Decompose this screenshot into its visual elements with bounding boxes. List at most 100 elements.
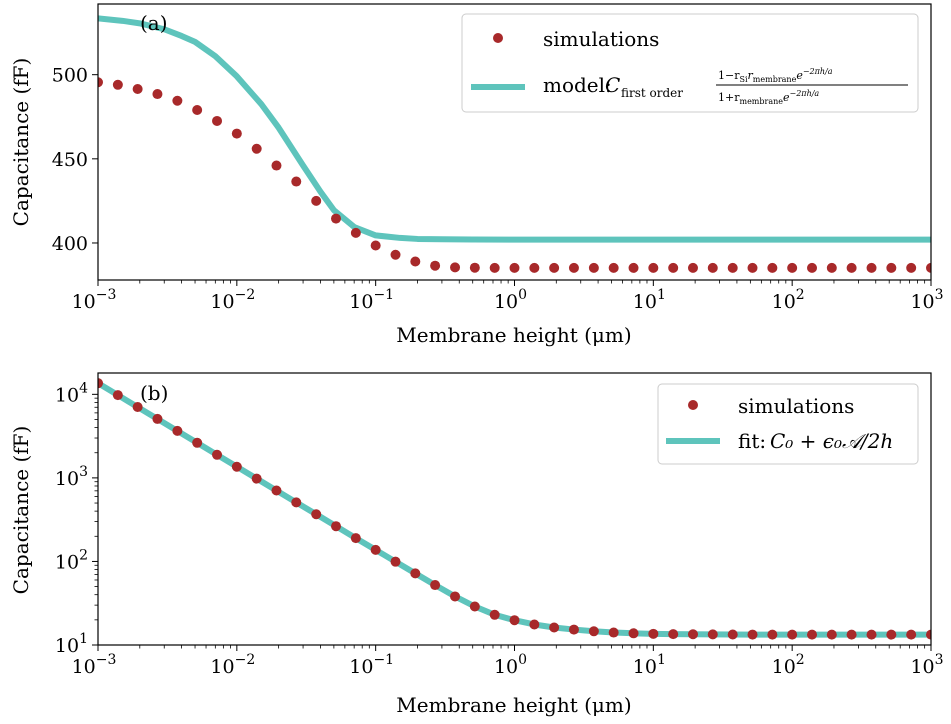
- panel-b-point-34: [767, 629, 778, 640]
- panel-b-point-31: [707, 629, 718, 640]
- panel-b-point-36: [807, 629, 818, 640]
- panel-b-point-17: [430, 580, 441, 591]
- tick-exponent: −1: [373, 287, 394, 303]
- panel-a-point-34: [767, 262, 778, 273]
- panel-a-legend-label-0: simulations: [543, 27, 659, 51]
- panel-b-point-37: [826, 629, 837, 640]
- formula-num-e: e: [796, 69, 803, 82]
- panel-a-legend-frame: [461, 13, 919, 113]
- panel-b-point-6: [212, 449, 223, 460]
- panel-a-point-38: [846, 262, 857, 273]
- panel-a-point-0: [98, 77, 103, 88]
- panel-b-point-33: [747, 629, 758, 640]
- panel-a-point-9: [271, 160, 282, 171]
- panel-a-point-16: [410, 256, 421, 267]
- panel-b-point-15: [390, 556, 401, 567]
- tick-exponent: 1: [657, 652, 666, 668]
- panel-b-legend-label-0: simulations: [738, 394, 854, 418]
- panel-b-point-29: [668, 629, 679, 640]
- panel-b-point-26: [608, 627, 619, 638]
- panel-a-point-36: [807, 262, 818, 273]
- tick-exponent: −2: [235, 287, 256, 303]
- tick-base: 10: [349, 656, 373, 678]
- panel-b-frame: [97, 372, 932, 646]
- panel-b-legend-marker: [688, 400, 698, 410]
- tick-exponent: −3: [96, 287, 117, 303]
- formula-den-sup: −2πh/a: [790, 89, 820, 98]
- panel-a-point-10: [291, 176, 302, 187]
- panel-a-point-25: [588, 262, 599, 273]
- panel-a-legend-label-1: model:: [543, 73, 612, 97]
- formula-num-sub-1: Si: [739, 75, 747, 84]
- panel-b-point-2: [132, 402, 143, 413]
- panel-a-point-22: [529, 262, 540, 273]
- panel-a-point-12: [331, 213, 342, 224]
- panel-b-point-19: [469, 601, 480, 612]
- panel-a-xtick-label-4: 101: [633, 287, 666, 313]
- tick-base: 10: [772, 291, 796, 313]
- formula-den-sub: membrane: [739, 97, 783, 106]
- tick-exponent: −2: [235, 652, 256, 668]
- panel-b-point-16: [410, 568, 421, 579]
- panel-b-point-10: [291, 497, 302, 508]
- formula-num-a: 1−r: [718, 69, 740, 82]
- panel-b-point-8: [251, 473, 262, 484]
- panel-b-point-9: [271, 485, 282, 496]
- panel-a-point-7: [231, 128, 242, 139]
- panel-b-point-22: [529, 619, 540, 630]
- panel-a-frame: [97, 3, 932, 281]
- tick-base: 10: [210, 656, 234, 678]
- panel-a-point-39: [866, 262, 877, 273]
- panel-b-point-30: [687, 629, 698, 640]
- tick-exponent: 1: [657, 287, 666, 303]
- panel-b-point-0: [98, 378, 103, 389]
- tick-base: 10: [72, 656, 96, 678]
- panel-a-point-17: [430, 260, 441, 271]
- panel-b-label: (b): [140, 381, 168, 405]
- panel-a-point-3: [152, 89, 163, 100]
- panel-b-legend-frame: [657, 383, 919, 465]
- panel-a-point-11: [311, 195, 322, 206]
- panel-a-point-30: [687, 262, 698, 273]
- panel-b-point-5: [192, 437, 203, 448]
- panel-b-xtick-label-4: 101: [633, 652, 666, 678]
- panel-a-xtick-label-0: 10−3: [72, 287, 117, 313]
- tick-exponent: 2: [796, 287, 805, 303]
- panel-b-point-32: [727, 629, 738, 640]
- panel-b-point-24: [568, 624, 579, 635]
- tick-base: 10: [55, 551, 79, 573]
- panel-a-point-8: [251, 143, 262, 154]
- panel-b-point-1: [112, 390, 123, 401]
- panel-a-ylabel: Capacitance (fF): [9, 58, 33, 227]
- panel-a-point-4: [172, 95, 183, 106]
- panel-b-point-35: [787, 629, 798, 640]
- panel-b-point-7: [231, 461, 242, 472]
- tick-base: 10: [349, 291, 373, 313]
- panel-a-point-5: [192, 105, 203, 116]
- panel-b-point-27: [628, 628, 639, 639]
- panel-a-point-32: [727, 262, 738, 273]
- panel-b-point-11: [311, 509, 322, 520]
- panel-b-ytick-label-0: 101: [55, 631, 88, 657]
- panel-b-legend-formula: C₀ + ϵ₀𝒜/2h: [770, 429, 893, 453]
- formula-den-a: 1+r: [718, 91, 740, 104]
- panel-b-point-20: [489, 609, 500, 620]
- tick-exponent: 2: [79, 547, 88, 563]
- panel-a-point-2: [132, 83, 143, 94]
- panel-a-xtick-label-1: 10−2: [210, 287, 255, 313]
- panel-b-point-4: [172, 425, 183, 436]
- panel-a-point-1: [112, 79, 123, 90]
- panel-b-ytick-label-2: 103: [55, 464, 88, 490]
- tick-base: 10: [494, 291, 518, 313]
- panel-a-point-35: [787, 262, 798, 273]
- panel-a-point-14: [370, 240, 381, 251]
- panel-a-legend-marker: [493, 33, 503, 43]
- panel-b-xtick-label-0: 10−3: [72, 652, 117, 678]
- panel-b-series-group: [98, 378, 931, 640]
- panel-a-point-28: [648, 262, 659, 273]
- panel-b-point-41: [906, 629, 917, 640]
- tick-exponent: −3: [96, 652, 117, 668]
- tick-base: 10: [72, 291, 96, 313]
